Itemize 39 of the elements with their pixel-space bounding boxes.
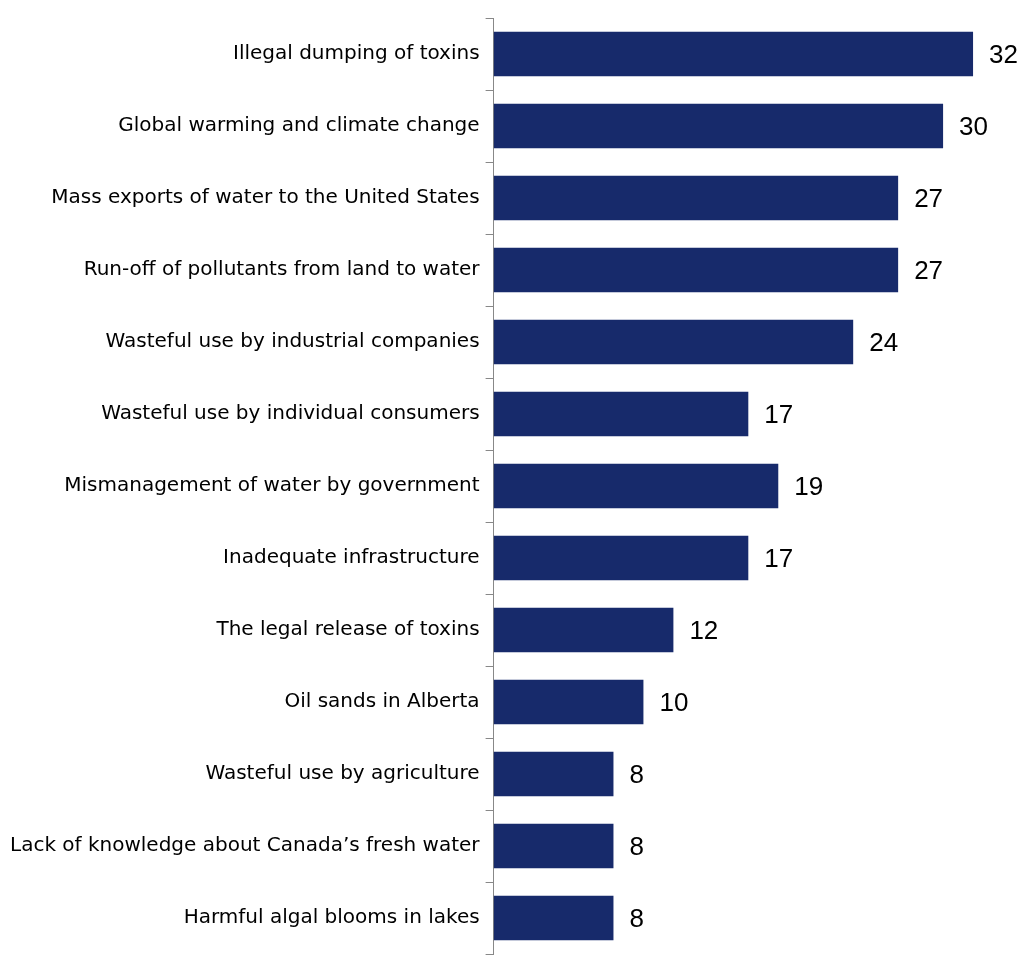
data-label: 17 xyxy=(764,543,794,574)
y-tick-label: Wasteful use by agriculture xyxy=(205,760,480,785)
bar xyxy=(493,679,644,725)
data-label: 30 xyxy=(959,111,989,142)
data-label: 12 xyxy=(689,615,719,646)
bar xyxy=(493,607,674,653)
data-label: 24 xyxy=(869,327,899,358)
y-tick-label: Illegal dumping of toxins xyxy=(232,40,480,65)
bar xyxy=(493,823,614,869)
bar xyxy=(493,895,614,941)
y-tick-label: Harmful algal blooms in lakes xyxy=(183,904,480,929)
y-tick-label: Run-off of pollutants from land to water xyxy=(83,256,481,281)
data-label: 19 xyxy=(794,471,824,502)
bar xyxy=(493,31,974,77)
bar xyxy=(493,175,899,221)
y-tick-label: Oil sands in Alberta xyxy=(284,688,480,713)
bar xyxy=(493,751,614,797)
data-label: 8 xyxy=(629,903,644,934)
data-label: 8 xyxy=(629,759,644,790)
y-tick-label: Lack of knowledge about Canada’s fresh water xyxy=(9,832,481,857)
bar xyxy=(493,535,749,581)
bar xyxy=(493,391,749,437)
y-tick-label: Mass exports of water to the United States xyxy=(51,184,480,209)
y-tick-label: Wasteful use by industrial companies xyxy=(105,328,480,353)
y-tick-label: Mismanagement of water by government xyxy=(64,472,480,497)
bar xyxy=(493,103,944,149)
data-label: 27 xyxy=(914,255,944,286)
data-label: 32 xyxy=(989,39,1018,70)
data-label: 27 xyxy=(914,183,944,214)
bar xyxy=(493,463,779,509)
y-tick-label: Global warming and climate change xyxy=(118,112,480,137)
data-label: 8 xyxy=(629,831,644,862)
data-label: 17 xyxy=(764,399,794,430)
y-tick-label: Inadequate infrastructure xyxy=(223,544,480,569)
bar xyxy=(493,319,854,365)
y-tick-label: Wasteful use by individual consumers xyxy=(101,400,480,425)
y-tick-label: The legal release of toxins xyxy=(215,616,480,641)
data-label: 10 xyxy=(659,687,689,718)
bar xyxy=(493,247,899,293)
